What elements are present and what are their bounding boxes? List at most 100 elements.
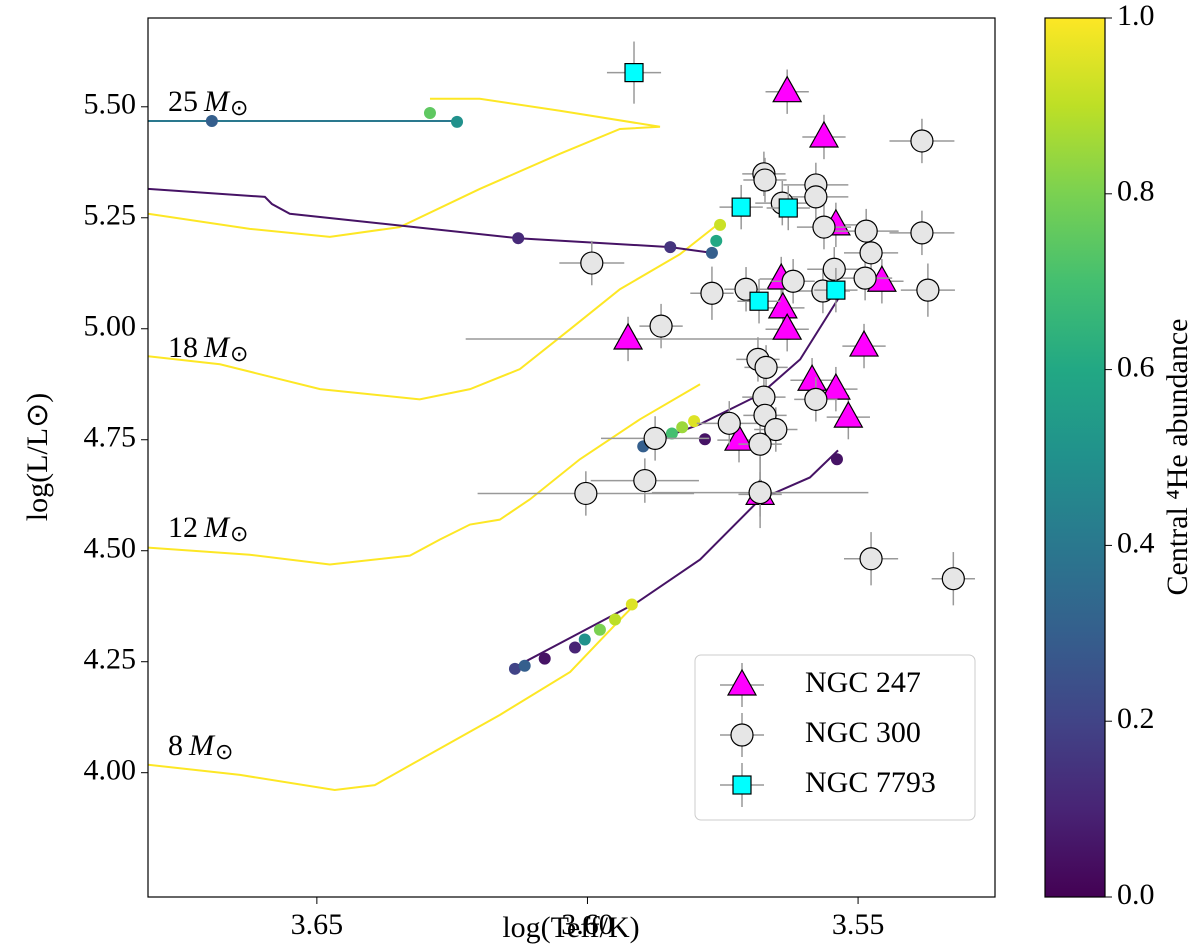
- colorbar-tick-label: 0.2: [1117, 702, 1155, 735]
- abundance-point: [569, 641, 582, 654]
- abundance-point: [688, 415, 701, 428]
- abundance-point: [609, 613, 622, 626]
- circle-marker: [941, 567, 965, 591]
- circle-marker: [748, 480, 772, 505]
- mass-label: 8 M⊙: [168, 729, 233, 764]
- mass-sun: ⊙: [230, 95, 248, 120]
- square-marker: [732, 775, 752, 795]
- abundance-point: [665, 427, 678, 440]
- circle-marker: [643, 426, 667, 451]
- triangle-marker: [849, 329, 880, 357]
- y-tick-label: 4.50: [84, 532, 137, 565]
- abundance-point: [710, 234, 723, 247]
- mass-label: 18 M⊙: [168, 331, 248, 366]
- abundance-point: [625, 598, 638, 611]
- legend-box: [694, 654, 976, 821]
- colorbar-tick-label: 1.0: [1117, 0, 1155, 32]
- circle-marker: [764, 417, 788, 442]
- circle-marker: [804, 387, 828, 411]
- abundance-point: [705, 246, 718, 259]
- square-marker: [731, 197, 751, 217]
- triangle-marker: [797, 364, 828, 391]
- mass-value: 18: [168, 331, 198, 364]
- square-marker: [778, 198, 798, 218]
- mass-unit: M: [188, 729, 216, 762]
- y-tick-label: 5.25: [84, 199, 137, 232]
- abundance-point: [676, 421, 689, 434]
- mass-label: 12 M⊙: [168, 511, 248, 546]
- plot-content: [148, 41, 975, 792]
- colorbar-tick-label: 0.8: [1117, 175, 1155, 208]
- legend-label: NGC 7793: [805, 766, 936, 799]
- circle-marker: [804, 185, 828, 209]
- mass-unit: M: [203, 331, 231, 364]
- y-tick-label: 4.25: [84, 643, 137, 676]
- circle-marker: [753, 168, 777, 192]
- y-axis-label: log(L/L⊙): [21, 393, 54, 521]
- circle-marker: [910, 129, 934, 153]
- track-line: [148, 601, 638, 792]
- abundance-point: [512, 232, 525, 245]
- mass-value: 8: [168, 729, 183, 762]
- circle-marker: [854, 219, 878, 243]
- colorbar-label: Central ⁴He abundance: [1161, 318, 1194, 595]
- mass-label: 25 M⊙: [168, 85, 248, 120]
- plot-area: 25 M⊙18 M⊙12 M⊙8 M⊙: [147, 17, 996, 898]
- x-tick-label: 3.60: [561, 908, 614, 941]
- circle-marker: [580, 251, 604, 275]
- triangle-marker: [808, 120, 840, 148]
- triangle-marker: [772, 75, 803, 103]
- mass-sun: ⊙: [230, 521, 248, 546]
- circle-marker: [730, 723, 754, 747]
- x-tick-label: 3.65: [291, 908, 344, 941]
- circle-marker: [781, 269, 805, 293]
- abundance-point: [451, 115, 464, 128]
- abundance-point: [538, 652, 551, 665]
- y-tick-label: 4.75: [84, 421, 137, 454]
- square-marker: [826, 280, 846, 300]
- abundance-point: [593, 623, 606, 636]
- square-marker: [624, 63, 644, 83]
- track-line: [148, 97, 661, 238]
- square-marker: [749, 291, 769, 311]
- triangle-marker: [613, 322, 644, 350]
- abundance-point: [508, 662, 521, 675]
- mass-value: 25: [168, 85, 198, 118]
- triangle-marker: [772, 312, 803, 340]
- mass-unit: M: [203, 85, 231, 118]
- colorbar-tick-label: 0.6: [1117, 350, 1155, 383]
- circle-marker: [574, 481, 598, 506]
- circle-marker: [853, 266, 877, 290]
- abundance-point: [578, 633, 591, 646]
- circle-marker: [916, 278, 940, 302]
- legend-label: NGC 300: [805, 716, 921, 749]
- y-tick-label: 5.50: [84, 88, 137, 121]
- mass-sun: ⊙: [215, 739, 233, 764]
- track-line: [511, 449, 839, 670]
- circle-marker: [717, 411, 741, 435]
- triangle-marker: [767, 291, 798, 319]
- circle-marker: [812, 215, 836, 239]
- circle-marker: [822, 257, 846, 281]
- x-axis-label: log(Teff/K): [502, 911, 639, 944]
- y-tick-label: 4.00: [84, 754, 137, 787]
- circle-marker: [859, 547, 883, 571]
- mass-unit: M: [203, 511, 231, 544]
- circle-marker: [700, 281, 724, 305]
- colorbar-tick-label: 0.4: [1117, 526, 1155, 559]
- colorbar-tick-label: 0.0: [1117, 878, 1155, 911]
- abundance-point: [698, 433, 711, 446]
- legend: NGC 247 NGC 300 NGC 7793: [694, 654, 976, 821]
- triangle-marker: [833, 400, 864, 428]
- track-line: [148, 220, 723, 401]
- abundance-point: [830, 453, 843, 466]
- plot-frame: [147, 17, 996, 898]
- mass-sun: ⊙: [230, 341, 248, 366]
- abundance-point: [423, 107, 436, 120]
- track-line: [148, 383, 701, 566]
- circle-marker: [910, 221, 934, 245]
- y-tick-label: 5.00: [84, 310, 137, 343]
- mass-value: 12: [168, 511, 198, 544]
- circle-marker: [754, 355, 778, 379]
- circle-marker: [649, 314, 673, 338]
